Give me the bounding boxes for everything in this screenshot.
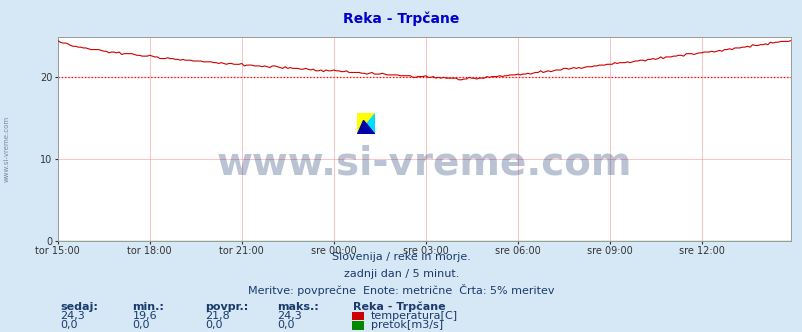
Text: 0,0: 0,0 [205, 320, 222, 330]
Text: povpr.:: povpr.: [205, 302, 248, 312]
Text: Reka - Trpčane: Reka - Trpčane [353, 302, 445, 312]
Text: Slovenija / reke in morje.: Slovenija / reke in morje. [332, 252, 470, 262]
Polygon shape [357, 121, 375, 134]
Text: www.si-vreme.com: www.si-vreme.com [217, 144, 631, 182]
Text: 0,0: 0,0 [60, 320, 78, 330]
Text: 24,3: 24,3 [277, 311, 302, 321]
Text: 0,0: 0,0 [277, 320, 294, 330]
Text: 19,6: 19,6 [132, 311, 157, 321]
Text: temperatura[C]: temperatura[C] [371, 311, 457, 321]
Text: zadnji dan / 5 minut.: zadnji dan / 5 minut. [343, 269, 459, 279]
Text: www.si-vreme.com: www.si-vreme.com [3, 116, 10, 183]
Text: Reka - Trpčane: Reka - Trpčane [343, 11, 459, 26]
Text: Meritve: povprečne  Enote: metrične  Črta: 5% meritev: Meritve: povprečne Enote: metrične Črta:… [248, 285, 554, 296]
Text: 0,0: 0,0 [132, 320, 150, 330]
Text: maks.:: maks.: [277, 302, 318, 312]
Text: sedaj:: sedaj: [60, 302, 98, 312]
Text: pretok[m3/s]: pretok[m3/s] [371, 320, 443, 330]
Text: 24,3: 24,3 [60, 311, 85, 321]
Text: 21,8: 21,8 [205, 311, 229, 321]
Text: min.:: min.: [132, 302, 164, 312]
Polygon shape [357, 113, 375, 134]
Polygon shape [357, 113, 375, 134]
